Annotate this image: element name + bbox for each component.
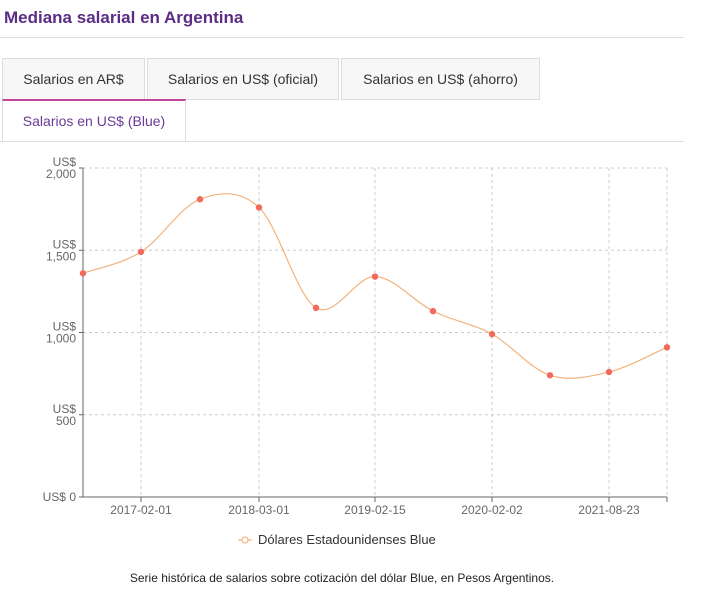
x-tick-label: 2020-02-02	[461, 503, 523, 517]
data-point[interactable]	[312, 304, 320, 312]
data-point[interactable]	[255, 204, 263, 211]
y-tick-label: US$ 0	[43, 490, 77, 504]
data-point[interactable]	[137, 248, 145, 256]
legend-label: Dólares Estadounidenses Blue	[258, 532, 436, 547]
data-point[interactable]	[546, 372, 554, 379]
x-tick-label: 2017-02-01	[110, 503, 172, 517]
data-point[interactable]	[663, 344, 671, 351]
legend[interactable]: Dólares Estadounidenses Blue	[238, 532, 436, 547]
data-point[interactable]	[371, 273, 379, 280]
data-point[interactable]	[79, 270, 87, 277]
tab-salarios-usd-ahorro[interactable]: Salarios en US$ (ahorro)	[341, 58, 540, 100]
data-point[interactable]	[196, 196, 204, 203]
tab-salarios-ars[interactable]: Salarios en AR$	[2, 58, 145, 100]
data-point[interactable]	[488, 330, 496, 338]
tab-salarios-usd-blue[interactable]: Salarios en US$ (Blue)	[2, 99, 186, 142]
chart-caption: Serie histórica de salarios sobre cotiza…	[129, 571, 555, 585]
y-tick-label: US$ 1,000	[46, 320, 76, 346]
legend-marker	[241, 536, 249, 544]
x-tick-label: 2019-02-15	[344, 503, 406, 517]
data-point[interactable]	[429, 307, 437, 315]
tab-salarios-usd-oficial[interactable]: Salarios en US$ (oficial)	[147, 58, 339, 100]
data-point[interactable]	[605, 368, 613, 376]
y-tick-label: US$ 1,500	[46, 237, 76, 263]
y-tick-label: US$ 2,000	[46, 155, 76, 181]
page-title: Mediana salarial en Argentina	[4, 8, 244, 27]
tabs-divider	[0, 141, 684, 142]
title-divider	[0, 37, 684, 38]
x-tick-label: 2018-03-01	[228, 503, 290, 517]
x-tick-label: 2021-08-23	[578, 503, 640, 517]
y-tick-label: US$ 500	[53, 402, 77, 428]
